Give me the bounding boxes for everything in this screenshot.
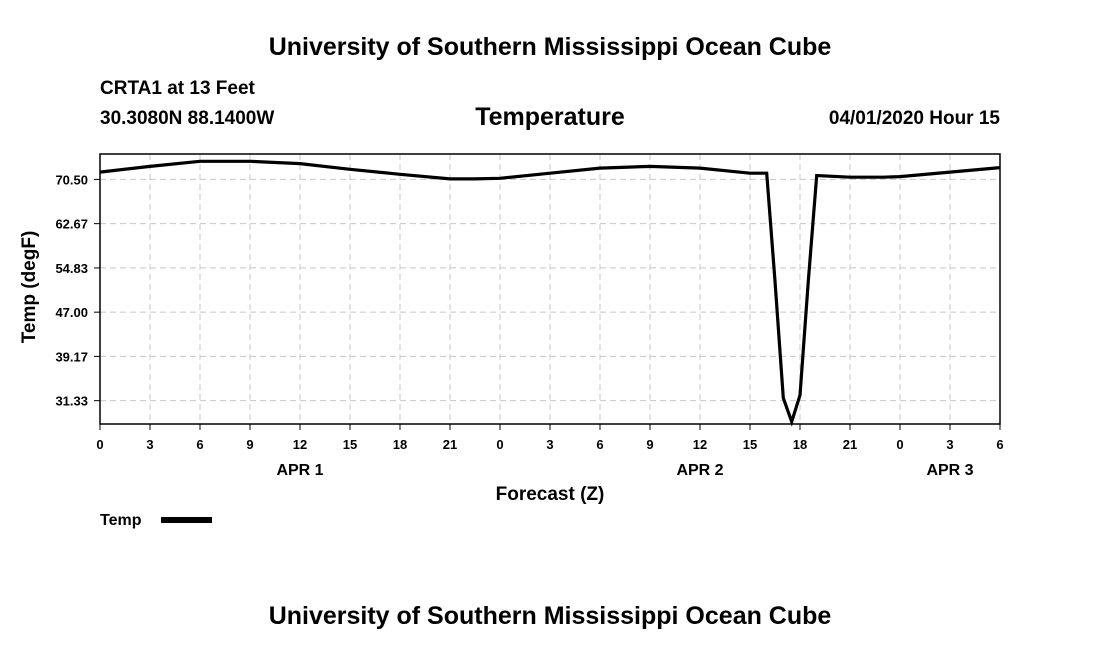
- day-label: APR 1: [276, 462, 323, 479]
- date-label: 04/01/2020 Hour 15: [829, 108, 1001, 129]
- x-tick-label: 21: [843, 437, 857, 452]
- x-tick-label: 18: [393, 437, 407, 452]
- x-tick-label: 12: [293, 437, 307, 452]
- y-tick-label: 54.83: [55, 261, 88, 276]
- x-tick-label: 3: [546, 437, 553, 452]
- x-tick-label: 21: [443, 437, 457, 452]
- day-label: APR 3: [926, 462, 973, 479]
- series-line-temp: [99, 159, 1001, 427]
- x-tick-label: 0: [896, 437, 903, 452]
- y-tick-label: 47.00: [55, 305, 88, 320]
- x-tick-label: 6: [596, 437, 603, 452]
- x-tick-label: 6: [196, 437, 203, 452]
- series-layer: [99, 159, 1001, 427]
- top-title: University of Southern Mississippi Ocean…: [269, 33, 832, 61]
- day-label: APR 2: [676, 462, 723, 479]
- x-tick-label: 3: [946, 437, 953, 452]
- x-tick-label: 0: [96, 437, 103, 452]
- station-label: CRTA1 at 13 Feet: [100, 78, 256, 99]
- legend-label: Temp: [100, 512, 142, 529]
- x-tick-label: 12: [693, 437, 707, 452]
- x-tick-label: 0: [496, 437, 503, 452]
- x-tick-label: 9: [246, 437, 253, 452]
- legend: Temp: [100, 512, 212, 529]
- axes: 31.33 39.17 47.00 54.83 62.67 70.50 0 3 6 9 12 15 18…: [55, 153, 1004, 479]
- x-axis-label: Forecast (Z): [496, 484, 605, 505]
- chart-title: Temperature: [475, 103, 625, 131]
- y-tick-label: 31.33: [55, 394, 88, 409]
- x-tick-label: 9: [646, 437, 653, 452]
- y-tick-label: 70.50: [55, 172, 88, 187]
- x-tick-label: 18: [793, 437, 807, 452]
- bottom-title: University of Southern Mississippi Ocean…: [269, 602, 832, 630]
- location-label: 30.3080N 88.1400W: [100, 108, 274, 129]
- y-tick-label: 39.17: [55, 349, 88, 364]
- grid-lines: [100, 154, 1000, 424]
- x-tick-label: 15: [343, 437, 357, 452]
- y-tick-label: 62.67: [55, 217, 88, 232]
- x-tick-label: 6: [996, 437, 1003, 452]
- x-tick-label: 3: [146, 437, 153, 452]
- x-tick-label: 15: [743, 437, 757, 452]
- y-axis-label: Temp (degF): [19, 231, 40, 344]
